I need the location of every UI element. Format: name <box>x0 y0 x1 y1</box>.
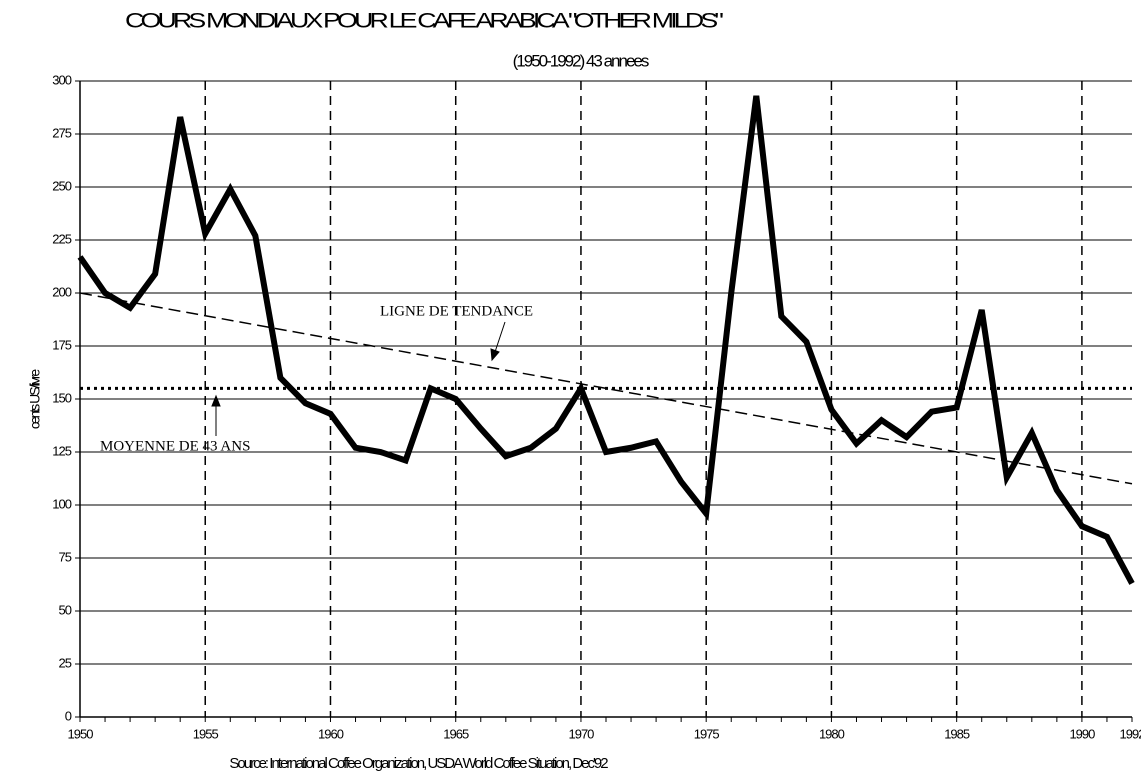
arrow-head <box>490 348 500 362</box>
x-tick-label: 1975 <box>694 726 720 741</box>
x-tick-label: 1965 <box>443 726 469 741</box>
y-tick-label: 175 <box>52 337 71 352</box>
x-tick-label: 1990 <box>1069 726 1095 741</box>
y-tick-label: 225 <box>52 231 71 246</box>
annotation-arrows <box>211 321 506 436</box>
y-tick-label: 0 <box>65 708 72 723</box>
trend-line <box>79 292 1133 485</box>
x-tick-label: 1955 <box>193 726 219 741</box>
data-line <box>77 95 1135 585</box>
y-tick-label: 275 <box>52 125 71 140</box>
y-tick-label: 50 <box>59 602 72 617</box>
y-tick-label: 75 <box>59 549 72 564</box>
x-tick-label: 1970 <box>568 726 594 741</box>
y-tick-label: 200 <box>52 284 71 299</box>
y-tick-label: 100 <box>52 496 71 511</box>
y-tick-label: 150 <box>52 390 71 405</box>
x-tick-label: 1950 <box>68 726 94 741</box>
y-axis-label: cents US/livre <box>27 369 43 430</box>
x-tick-label: 1960 <box>318 726 344 741</box>
chart-subtitle: (1950-1992) 43 annees <box>513 51 649 70</box>
arrow-line <box>494 321 506 353</box>
y-tick-label: 125 <box>52 443 71 458</box>
arrow-head <box>211 394 221 407</box>
y-tick-label: 25 <box>59 655 72 670</box>
x-tick-label: 1985 <box>944 726 970 741</box>
average-label: MOYENNE DE 43 ANS <box>100 438 250 454</box>
y-tick-label: 300 <box>52 72 71 87</box>
source-note: Source: International Coffee Organizatio… <box>229 755 608 772</box>
x-tick-label: 1992 <box>1120 726 1141 741</box>
x-tick-label: 1980 <box>819 726 845 741</box>
y-tick-label: 250 <box>52 178 71 193</box>
chart-title: COURS MONDIAUX POUR LE CAFE ARABICA "OTH… <box>125 10 723 33</box>
trend-label: LIGNE DE TENDANCE <box>380 303 533 319</box>
